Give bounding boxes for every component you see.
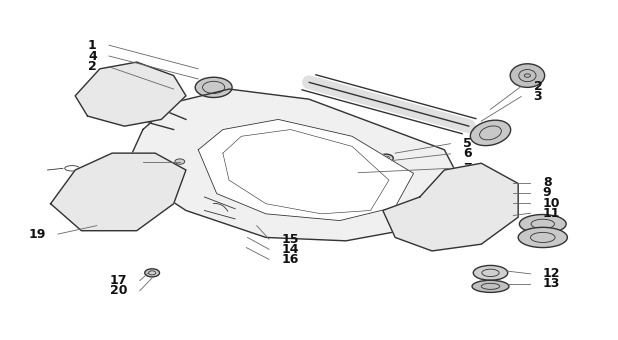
- Polygon shape: [383, 163, 518, 251]
- Circle shape: [175, 159, 185, 164]
- Ellipse shape: [518, 227, 567, 248]
- Circle shape: [145, 269, 159, 277]
- Text: 2: 2: [533, 80, 543, 93]
- Text: 11: 11: [543, 207, 561, 220]
- Text: 8: 8: [543, 176, 551, 189]
- Text: 20: 20: [110, 284, 127, 297]
- Text: 10: 10: [543, 197, 561, 209]
- Text: 15: 15: [281, 233, 299, 245]
- Ellipse shape: [485, 199, 512, 209]
- Circle shape: [82, 177, 149, 214]
- Polygon shape: [124, 89, 469, 241]
- Ellipse shape: [472, 280, 509, 292]
- Text: 17: 17: [110, 274, 127, 287]
- Ellipse shape: [485, 189, 512, 199]
- Ellipse shape: [519, 215, 566, 233]
- Text: 16: 16: [281, 253, 298, 266]
- Ellipse shape: [485, 178, 512, 188]
- Polygon shape: [75, 62, 186, 126]
- Circle shape: [434, 191, 498, 226]
- Text: 19: 19: [28, 227, 46, 241]
- Text: 7: 7: [463, 162, 472, 175]
- Circle shape: [446, 198, 486, 220]
- Polygon shape: [198, 119, 413, 221]
- Text: 3: 3: [533, 90, 542, 103]
- Circle shape: [195, 77, 232, 98]
- Circle shape: [94, 184, 137, 207]
- Text: 6: 6: [463, 147, 472, 160]
- Text: 14: 14: [281, 243, 299, 256]
- Circle shape: [378, 154, 393, 162]
- Text: 1: 1: [88, 39, 97, 52]
- Ellipse shape: [473, 266, 508, 280]
- Text: 5: 5: [463, 137, 472, 150]
- Text: 9: 9: [543, 186, 551, 200]
- Text: 18: 18: [113, 155, 130, 168]
- Polygon shape: [51, 153, 186, 231]
- Text: 13: 13: [543, 277, 560, 290]
- Text: 4: 4: [88, 50, 97, 63]
- Ellipse shape: [510, 64, 544, 87]
- Circle shape: [106, 82, 137, 99]
- Text: 12: 12: [543, 267, 561, 280]
- Circle shape: [94, 75, 149, 106]
- Ellipse shape: [485, 209, 512, 220]
- Text: 2: 2: [88, 60, 97, 73]
- Ellipse shape: [470, 120, 510, 146]
